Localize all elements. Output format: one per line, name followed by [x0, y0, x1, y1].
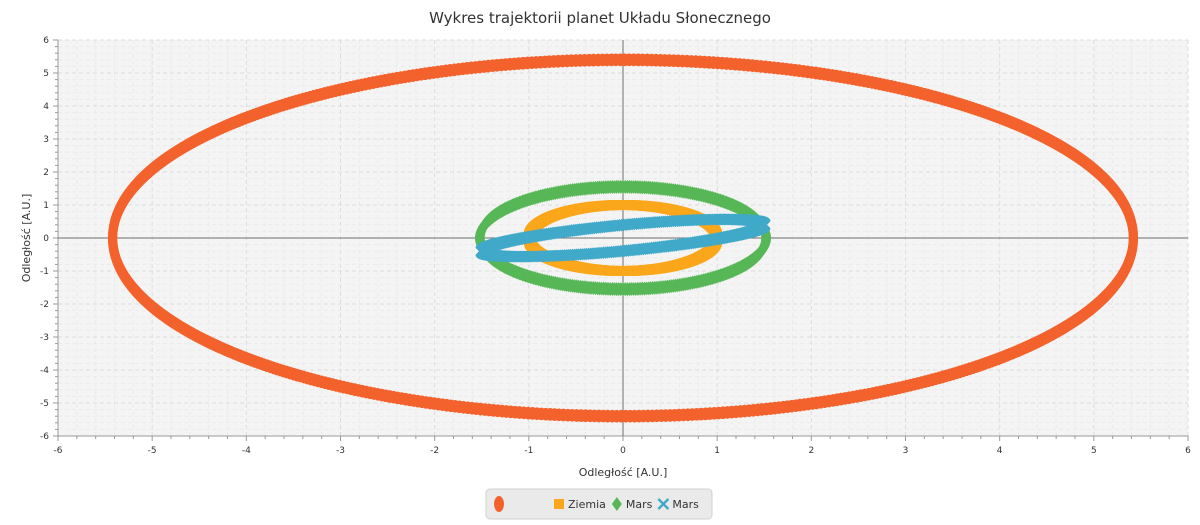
data-series — [107, 53, 1139, 423]
y-tick-label: 3 — [43, 135, 49, 145]
legend-symbol-circle — [494, 496, 504, 512]
y-tick-label: -6 — [40, 432, 49, 442]
x-tick-label: 5 — [1091, 446, 1097, 456]
data-point — [758, 218, 771, 230]
x-tick-label: -6 — [54, 446, 63, 456]
x-tick-label: 1 — [714, 446, 720, 456]
x-tick-label: 6 — [1185, 446, 1191, 456]
tick-labels: -6 -5 -4 -3 -2 -1 0 1 2 3 4 5 6 -6 -5 -4 -3 -2 -1 0 1 2 3 4 5 6 — [40, 36, 1191, 456]
legend-label: Ziemia — [568, 498, 606, 511]
x-axis-label: Odległość [A.U.] — [579, 466, 668, 479]
x-tick-label: 0 — [620, 446, 626, 456]
y-tick-label: -5 — [40, 399, 49, 409]
chart-title: Wykres trajektorii planet Układu Słonecz… — [429, 9, 771, 27]
x-tick-label: -3 — [336, 446, 345, 456]
legend-label: Mars — [672, 498, 699, 511]
y-tick-label: 2 — [43, 168, 49, 178]
series-1 — [523, 200, 723, 276]
series-3 — [475, 213, 771, 263]
y-tick-label: -2 — [40, 300, 49, 310]
marker-stroke — [758, 218, 771, 230]
y-tick-label: 1 — [43, 201, 49, 211]
legend-label: Mars — [626, 498, 653, 511]
legend: Ziemia Mars Mars — [494, 496, 699, 512]
legend-item-3: Mars — [657, 498, 699, 511]
axes — [53, 39, 1189, 441]
series-0 — [107, 53, 1139, 423]
data-point — [1128, 230, 1139, 244]
data-point — [761, 231, 772, 246]
y-tick-label: 6 — [43, 36, 49, 46]
y-tick-label: -1 — [40, 267, 49, 277]
x-tick-label: -1 — [524, 446, 533, 456]
y-axis-label: Odległość [A.U.] — [20, 194, 33, 283]
legend-symbol-diamond — [611, 497, 622, 511]
y-tick-label: -4 — [40, 366, 49, 376]
legend-item-2: Mars — [611, 497, 653, 511]
x-tick-label: 4 — [997, 446, 1003, 456]
legend-item-0 — [494, 496, 504, 512]
y-tick-label: 0 — [43, 234, 49, 244]
legend-item-1: Ziemia — [554, 498, 606, 511]
marker-stroke — [657, 498, 670, 510]
legend-symbol-x — [657, 498, 670, 510]
x-tick-label: -2 — [430, 446, 439, 456]
x-tick-label: 3 — [903, 446, 909, 456]
y-tick-label: 4 — [43, 102, 49, 112]
y-tick-label: -3 — [40, 333, 49, 343]
y-tick-label: 5 — [43, 69, 49, 79]
legend-box — [485, 488, 713, 520]
x-tick-label: -5 — [148, 446, 157, 456]
x-tick-label: 2 — [808, 446, 814, 456]
x-tick-label: -4 — [242, 446, 251, 456]
legend-symbol-square — [554, 499, 564, 509]
